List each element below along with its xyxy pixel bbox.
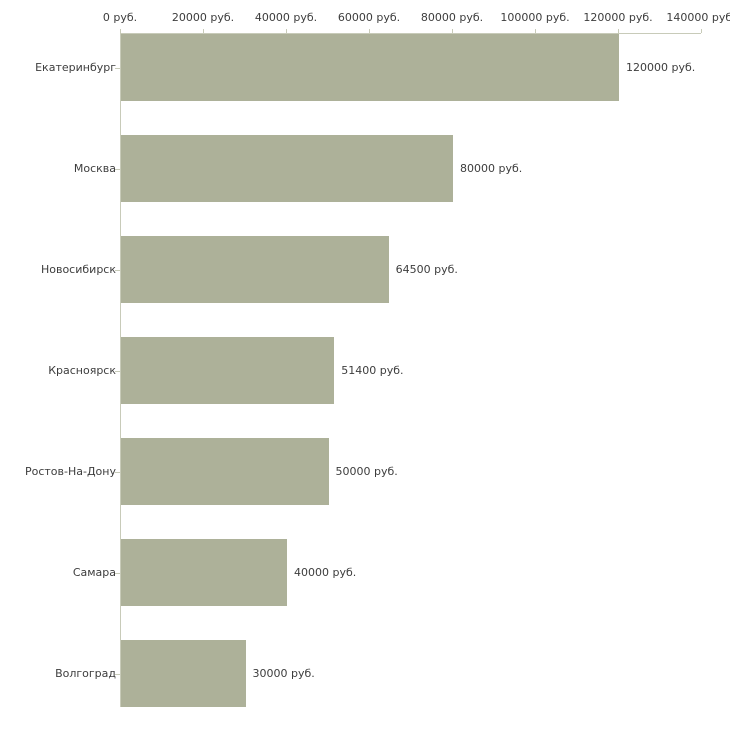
bar-value-label: 51400 руб. bbox=[341, 363, 404, 377]
x-axis-tick-label: 40000 руб. bbox=[254, 11, 318, 24]
bar-value-label: 120000 руб. bbox=[626, 60, 696, 74]
x-axis-tick bbox=[535, 29, 536, 33]
x-axis-tick bbox=[452, 29, 453, 33]
x-axis-tick bbox=[203, 29, 204, 33]
category-tick bbox=[115, 471, 120, 473]
bar-value-label: 40000 руб. bbox=[294, 565, 357, 579]
category-label: Москва bbox=[73, 161, 116, 175]
bar-value-label: 64500 руб. bbox=[395, 262, 458, 276]
x-axis-tick-label: 100000 руб. bbox=[500, 11, 570, 24]
category-label: Екатеринбург bbox=[35, 60, 116, 74]
bar-value-label: 50000 руб. bbox=[335, 464, 398, 478]
x-axis-tick-label: 140000 руб. bbox=[666, 11, 730, 24]
bar-2 bbox=[121, 236, 389, 303]
category-tick bbox=[115, 673, 120, 675]
y-axis-line bbox=[120, 33, 121, 707]
category-label: Волгоград bbox=[55, 666, 116, 680]
bar-value-label: 80000 руб. bbox=[460, 161, 523, 175]
category-label: Новосибирск bbox=[40, 262, 116, 276]
x-axis-tick bbox=[618, 29, 619, 33]
category-tick bbox=[115, 168, 120, 170]
x-axis-tick bbox=[701, 29, 702, 33]
x-axis-tick bbox=[369, 29, 370, 33]
x-axis-tick-label: 120000 руб. bbox=[583, 11, 653, 24]
category-tick bbox=[115, 572, 120, 574]
x-axis-line bbox=[120, 33, 701, 34]
bar-3 bbox=[121, 337, 335, 404]
category-label: Красноярск bbox=[48, 363, 116, 377]
x-axis-tick-label: 80000 руб. bbox=[420, 11, 484, 24]
category-tick bbox=[115, 370, 120, 372]
bar-1 bbox=[121, 135, 453, 202]
bar-value-label: 30000 руб. bbox=[252, 666, 315, 680]
x-axis-tick bbox=[286, 29, 287, 33]
category-label: Самара bbox=[72, 565, 116, 579]
x-axis-tick-label: 0 руб. bbox=[102, 11, 138, 24]
category-tick bbox=[115, 269, 120, 271]
category-tick bbox=[115, 67, 120, 69]
x-axis-tick bbox=[120, 29, 121, 33]
category-label: Ростов-На-Дону bbox=[24, 464, 116, 478]
bar-0 bbox=[121, 34, 619, 101]
x-axis-tick-label: 20000 руб. bbox=[171, 11, 235, 24]
bar-5 bbox=[121, 539, 287, 606]
bar-6 bbox=[121, 640, 246, 707]
bar-4 bbox=[121, 438, 329, 505]
x-axis-tick-label: 60000 руб. bbox=[337, 11, 401, 24]
